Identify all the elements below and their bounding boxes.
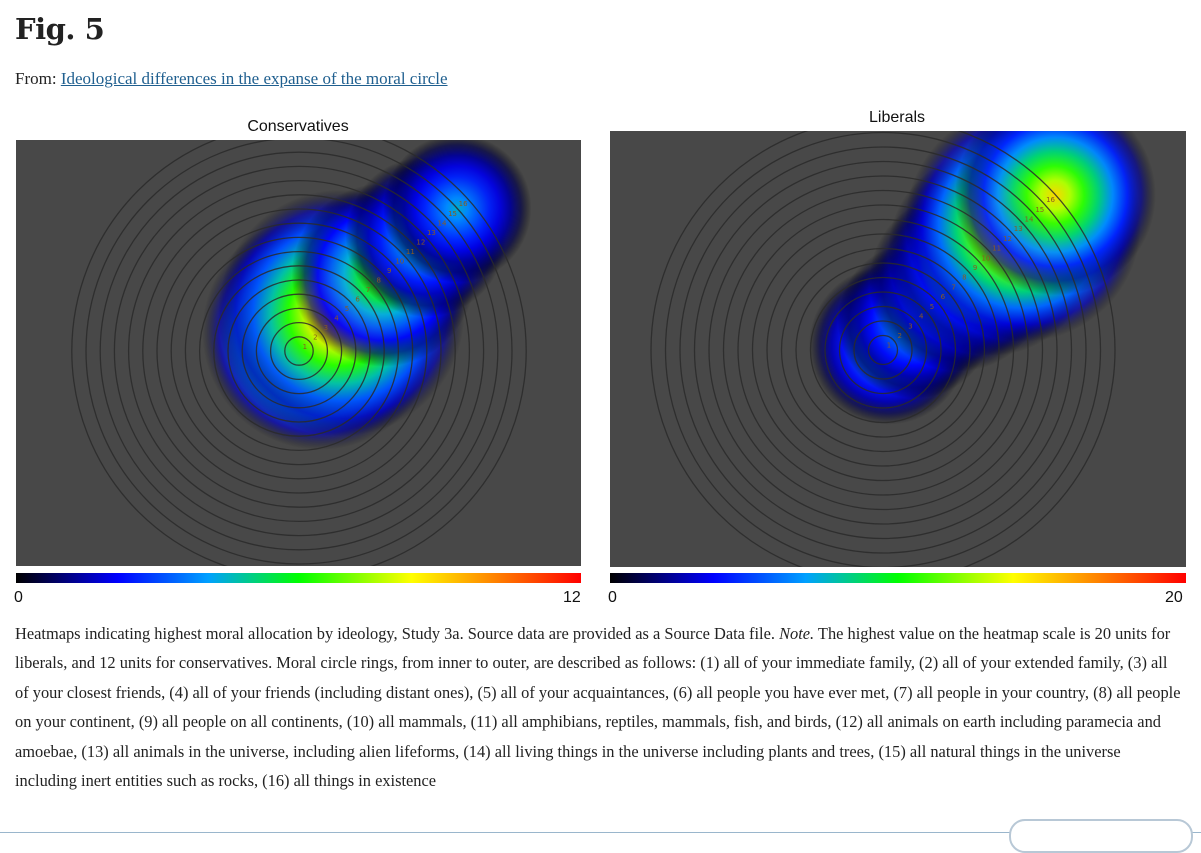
moral-circle-ring (227, 279, 371, 423)
ring-label: 8 (962, 274, 966, 282)
caption-note-label: Note. (779, 624, 815, 643)
moral-circle-rings (71, 140, 527, 566)
next-button[interactable] (1009, 819, 1193, 853)
ring-label: 9 (387, 267, 391, 275)
ring-label: 2 (897, 332, 901, 340)
moral-circle-ring (722, 189, 1044, 511)
moral-circle-ring (184, 236, 414, 466)
ring-label: 16 (1046, 196, 1055, 204)
ring-label: 14 (438, 219, 447, 227)
ring-label: 5 (345, 305, 349, 313)
moral-circle-ring (650, 131, 1116, 567)
ring-label: 3 (908, 322, 912, 330)
ring-label: 1 (303, 343, 307, 351)
moral-circle-ring (780, 247, 986, 453)
ring-label: 12 (416, 238, 425, 246)
moral-circle-ring (127, 179, 471, 523)
ring-label: 7 (951, 283, 955, 291)
ring-label: 2 (313, 333, 317, 341)
ring-label: 11 (992, 245, 1001, 253)
moral-circle-ring (113, 165, 485, 537)
ring-label: 6 (941, 293, 946, 301)
moral-circle-ring (99, 151, 499, 551)
moral-circle-ring (85, 140, 513, 565)
ring-label: 12 (1003, 235, 1012, 243)
heat-blob (383, 140, 532, 283)
moral-circle-ring (679, 146, 1087, 554)
moral-circle-rings (650, 131, 1116, 567)
source-line: From: Ideological differences in the exp… (15, 69, 448, 89)
moral-circle-ring (838, 305, 928, 395)
moral-circle-ring (737, 204, 1029, 496)
heat-blob (954, 131, 1156, 296)
moral-circle-ring (213, 265, 385, 437)
ring-label: 9 (973, 264, 977, 272)
moral-circle-ring (664, 131, 1102, 567)
moral-circle-ring (751, 218, 1015, 482)
colorbar-min-conservatives: 0 (14, 589, 23, 606)
moral-circle-ring (156, 208, 442, 494)
ring-label: 15 (1035, 206, 1044, 214)
caption-text-2: The highest value on the heatmap scale i… (15, 624, 1181, 791)
figure-title: Fig. 5 (15, 12, 105, 46)
moral-circle-ring (824, 291, 942, 409)
article-link[interactable]: Ideological differences in the expanse o… (60, 69, 448, 88)
ring-label: 4 (919, 313, 924, 321)
ring-label: 8 (376, 276, 380, 284)
ring-label: 13 (1014, 225, 1023, 233)
moral-circle-ring (71, 140, 527, 566)
moral-circle-ring (241, 293, 357, 409)
ring-label: 15 (448, 210, 457, 218)
moral-circle-ring (708, 175, 1058, 525)
from-label: From: (15, 69, 57, 88)
caption-text: Heatmaps indicating highest moral alloca… (15, 624, 780, 643)
figure-caption: Heatmaps indicating highest moral alloca… (15, 619, 1185, 795)
colorbar-liberals (610, 573, 1186, 583)
panel-title-conservatives: Conservatives (247, 118, 349, 135)
ring-label: 5 (930, 303, 934, 311)
ring-label: 16 (459, 200, 468, 208)
colorbar-max-conservatives: 12 (563, 589, 581, 606)
moral-circle-ring (693, 160, 1073, 540)
moral-circle-ring (809, 276, 957, 424)
ring-label: 6 (355, 295, 360, 303)
ring-label: 11 (406, 248, 415, 256)
moral-circle-ring (766, 233, 1000, 467)
moral-circle-ring (198, 250, 400, 452)
ring-label: 13 (427, 229, 436, 237)
moral-circle-ring (170, 222, 428, 480)
ring-label: 1 (887, 342, 891, 350)
panel-title-liberals: Liberals (868, 109, 926, 126)
moral-circle-ring (853, 320, 913, 380)
moral-circle-ring (795, 262, 971, 438)
ring-label: 4 (334, 314, 339, 322)
ring-label: 14 (1025, 216, 1034, 224)
ring-label: 7 (366, 286, 370, 294)
colorbar-max-liberals: 20 (1165, 589, 1183, 606)
divider (0, 832, 1201, 833)
moral-circle-ring (867, 334, 899, 366)
moral-circle-ring (255, 307, 343, 395)
moral-circle-ring (284, 336, 314, 366)
ring-label: 3 (324, 324, 328, 332)
ring-label: 10 (981, 254, 990, 262)
ring-label: 10 (395, 257, 404, 265)
colorbar-min-liberals: 0 (608, 589, 617, 606)
colorbar-conservatives (16, 573, 581, 583)
moral-circle-ring (142, 194, 456, 508)
moral-circle-ring (269, 321, 329, 381)
